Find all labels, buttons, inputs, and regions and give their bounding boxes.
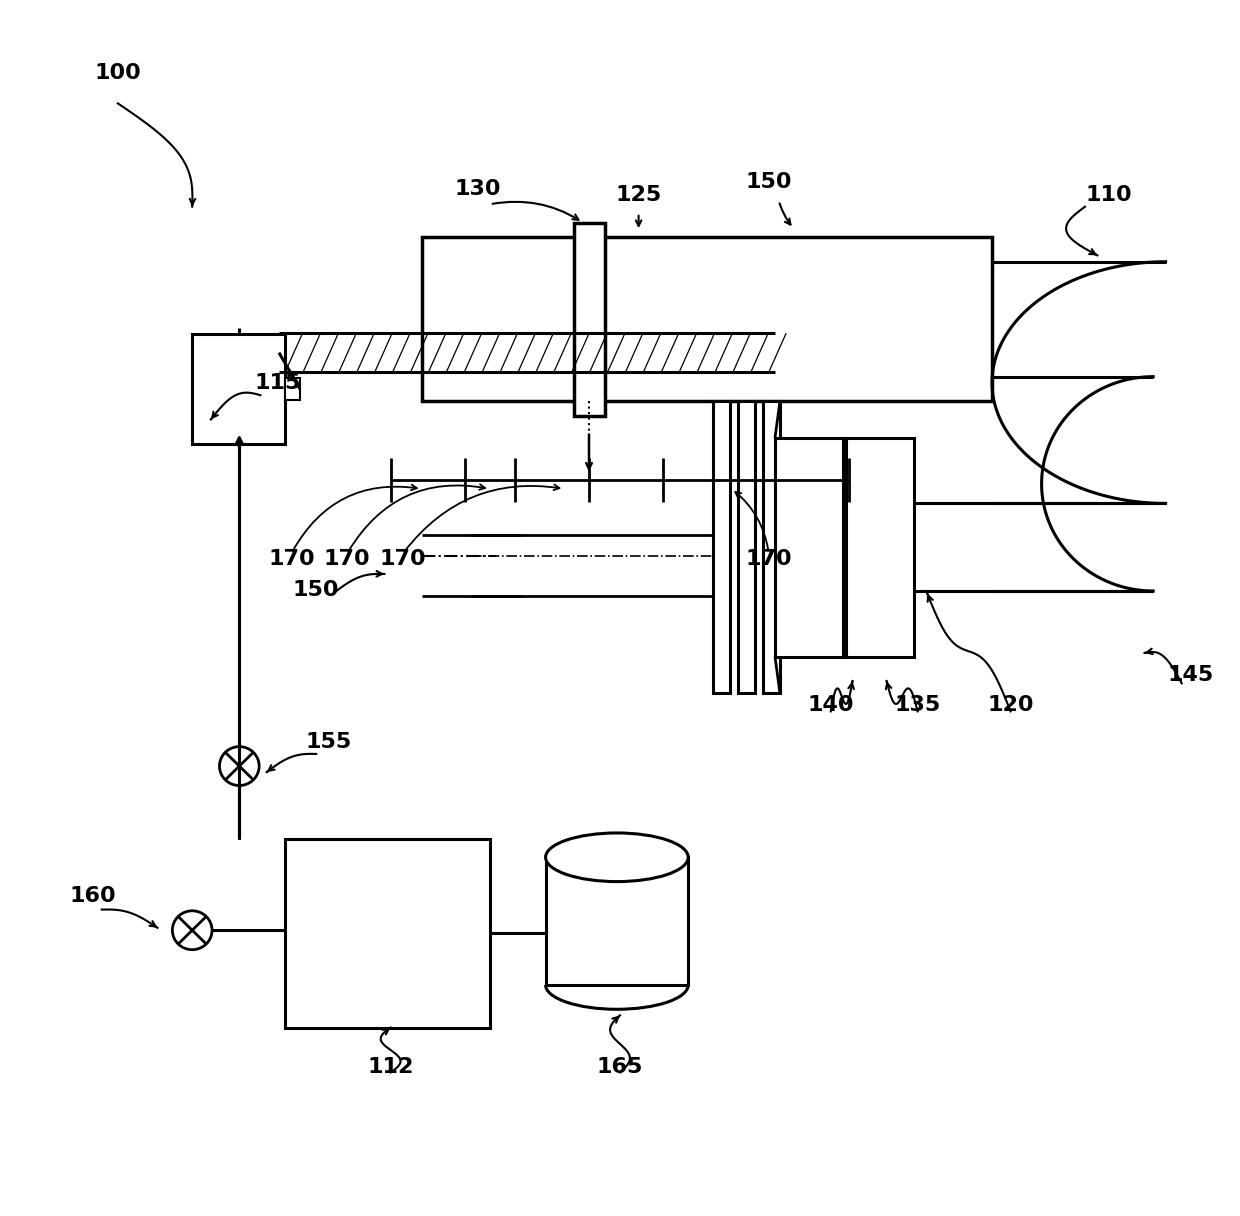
Text: 150: 150 — [293, 580, 340, 599]
Text: 160: 160 — [69, 886, 117, 906]
Text: 140: 140 — [807, 696, 854, 715]
Ellipse shape — [546, 833, 688, 882]
Text: 155: 155 — [305, 732, 352, 751]
Text: 170: 170 — [379, 550, 427, 569]
Text: 110: 110 — [1085, 185, 1132, 204]
Bar — [713, 401, 730, 693]
Text: 135: 135 — [894, 696, 941, 715]
Bar — [573, 223, 605, 416]
Text: 170: 170 — [745, 550, 792, 569]
Bar — [285, 839, 490, 1028]
Text: 170: 170 — [268, 550, 315, 569]
Text: 150: 150 — [745, 173, 792, 192]
Bar — [422, 237, 992, 401]
Bar — [846, 438, 914, 657]
Text: 145: 145 — [1167, 665, 1214, 685]
Text: 100: 100 — [94, 63, 141, 83]
Text: 125: 125 — [615, 185, 662, 204]
Text: 115: 115 — [254, 373, 300, 393]
Bar — [546, 857, 688, 985]
Text: 170: 170 — [324, 550, 371, 569]
Bar — [775, 438, 843, 657]
Text: 130: 130 — [454, 179, 501, 198]
Bar — [738, 401, 755, 693]
Text: 112: 112 — [367, 1057, 414, 1076]
Text: 165: 165 — [596, 1057, 644, 1076]
Text: 120: 120 — [987, 696, 1034, 715]
Bar — [192, 334, 285, 444]
Bar — [285, 378, 300, 400]
Bar — [763, 401, 780, 693]
